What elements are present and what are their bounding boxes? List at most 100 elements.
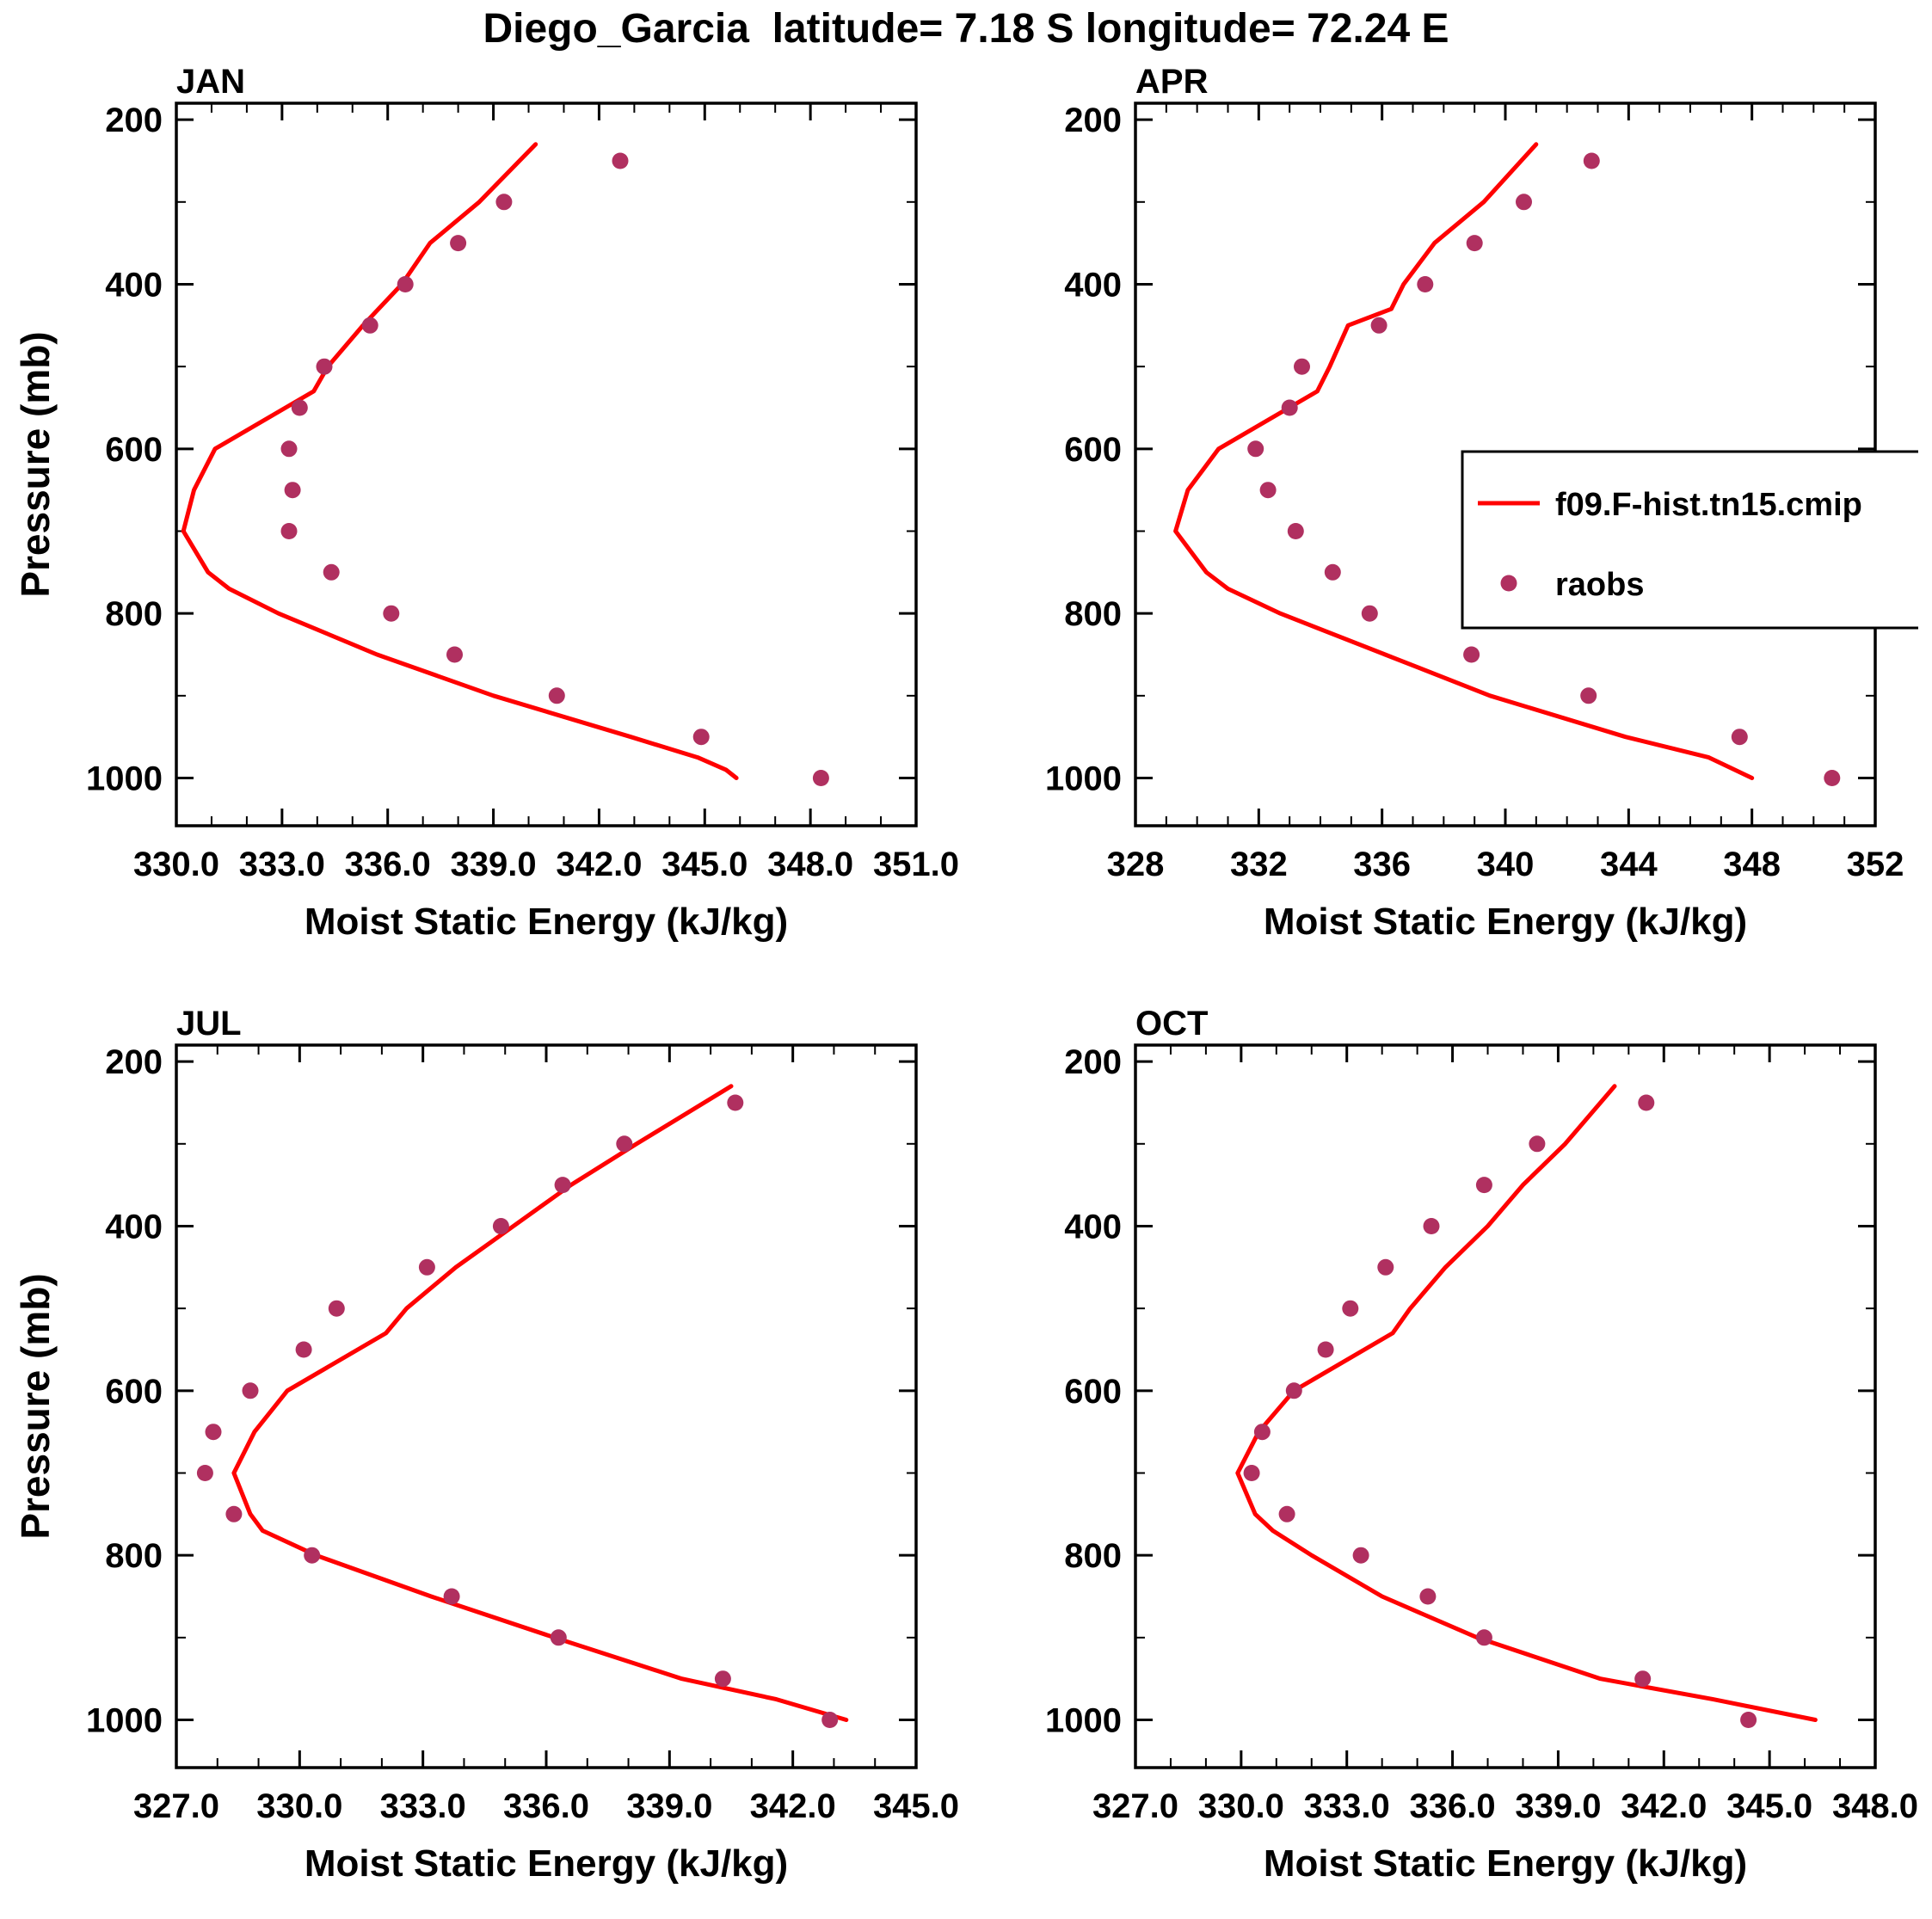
chart-svg-apr: APR 328 332 336 340 344 348 352 200 400 600 800 1000… <box>1045 63 1932 943</box>
raobs-point <box>1634 1670 1652 1688</box>
x-tick-label: 345.0 <box>661 846 748 883</box>
page-title: Diego_Garcia latitude= 7.18 S longitude=… <box>483 6 1449 52</box>
plot-frame <box>1134 1043 1877 1769</box>
raobs-point <box>612 152 629 169</box>
x-tick-label: 336.0 <box>503 1787 589 1825</box>
raobs-point <box>1370 317 1387 334</box>
raobs-point <box>692 729 710 746</box>
y-tick-label: 1000 <box>86 1702 163 1740</box>
raobs-point <box>443 1588 460 1605</box>
x-tick-label: 344 <box>1600 846 1658 883</box>
y-tick-label: 400 <box>1064 266 1122 304</box>
raobs-point <box>1317 1341 1334 1358</box>
raobs-point <box>548 687 565 704</box>
legend-box <box>1461 450 1932 630</box>
raobs-point <box>616 1135 633 1153</box>
legend-dot-label: raobs <box>1555 567 1644 603</box>
raobs-point <box>361 317 378 334</box>
y-tick-label: 800 <box>1064 1537 1122 1575</box>
y-tick-label: 200 <box>1064 1043 1122 1081</box>
x-tick-label: 333.0 <box>1304 1787 1390 1825</box>
y-tick-label: 800 <box>105 1537 163 1575</box>
legend: f09.F-hist.tn15.cmip raobs <box>1461 450 1932 630</box>
raobs-point <box>1278 1505 1295 1522</box>
tick-marks <box>175 103 918 826</box>
raobs-point <box>1824 770 1841 786</box>
raobs-point <box>225 1505 243 1522</box>
x-axis-title: Moist Static Energy (kJ/kg) <box>305 1842 788 1885</box>
raobs-point <box>492 1218 509 1234</box>
chart-panel-oct: OCT 327.0 330.0 333.0 336.0 339.0 342.0 345.0 34… <box>1024 1002 1918 1914</box>
model-line <box>231 1084 849 1722</box>
panel-label: OCT <box>1135 1005 1208 1043</box>
raobs-point <box>1466 235 1483 252</box>
y-tick-label: 600 <box>105 1373 163 1411</box>
y-tick-label: 400 <box>105 266 163 304</box>
x-tick-label: 351.0 <box>873 846 959 883</box>
yaxis-label-row1: Pressure (mb) <box>13 331 58 598</box>
x-tick-label: 348 <box>1723 846 1781 883</box>
legend-dot-sample <box>1500 575 1517 592</box>
y-tick-label: 600 <box>1064 1373 1122 1411</box>
raobs-point <box>1417 276 1434 292</box>
raobs-point <box>550 1629 567 1646</box>
raobs-point <box>1377 1258 1394 1276</box>
x-tick-label: 328 <box>1107 846 1165 883</box>
panel-label: APR <box>1135 63 1209 101</box>
raobs-point <box>1463 646 1480 663</box>
y-tick-label: 1000 <box>86 760 163 798</box>
raobs-point <box>1324 563 1341 581</box>
tick-marks <box>175 1045 918 1768</box>
x-tick-label: 342.0 <box>556 846 642 883</box>
model-line <box>1235 1084 1818 1722</box>
raobs-point <box>295 1341 312 1358</box>
raobs-point <box>554 1177 571 1194</box>
x-tick-label: 327.0 <box>1092 1787 1178 1825</box>
x-axis-title: Moist Static Energy (kJ/kg) <box>305 901 788 943</box>
y-tick-label: 200 <box>1064 101 1122 139</box>
x-tick-label: 333.0 <box>239 846 325 883</box>
x-tick-label: 330.0 <box>256 1787 342 1825</box>
tick-marks <box>1134 103 1877 826</box>
x-tick-label: 336.0 <box>1410 1787 1496 1825</box>
panel-label: JUL <box>176 1005 242 1043</box>
x-tick-label: 339.0 <box>626 1787 712 1825</box>
x-tick-label: 327.0 <box>133 1787 219 1825</box>
x-tick-label: 345.0 <box>873 1787 959 1825</box>
y-tick-label: 800 <box>1064 595 1122 633</box>
raobs-point <box>383 605 400 622</box>
raobs-point <box>1419 1588 1437 1605</box>
raobs-point <box>446 646 463 663</box>
chart-svg-jul: JUL 327.0 330.0 333.0 336.0 339.0 342.0 345.0 20… <box>86 1005 959 1885</box>
raobs-point <box>1361 605 1378 622</box>
raobs-point <box>316 358 333 375</box>
raobs-point <box>1475 1177 1492 1194</box>
raobs-points <box>196 1094 839 1728</box>
x-tick-label: 339.0 <box>451 846 537 883</box>
x-tick-label: 333.0 <box>380 1787 466 1825</box>
raobs-point <box>284 482 301 499</box>
y-tick-label: 400 <box>1064 1208 1122 1246</box>
x-tick-label: 348.0 <box>767 846 853 883</box>
x-tick-label: 352 <box>1847 846 1904 883</box>
raobs-point <box>714 1670 731 1688</box>
raobs-point <box>242 1382 259 1399</box>
y-tick-label: 200 <box>105 1043 163 1081</box>
raobs-point <box>1423 1218 1440 1234</box>
x-tick-label: 348.0 <box>1832 1787 1918 1825</box>
x-axis-title: Moist Static Energy (kJ/kg) <box>1264 901 1747 943</box>
tick-marks <box>1134 1045 1877 1768</box>
raobs-point <box>495 194 513 211</box>
x-tick-label: 342.0 <box>750 1787 836 1825</box>
raobs-points <box>1243 1094 1757 1728</box>
raobs-point <box>1580 687 1597 704</box>
raobs-point <box>323 563 340 581</box>
x-tick-label: 330.0 <box>133 846 219 883</box>
raobs-point <box>1352 1547 1369 1564</box>
y-tick-label: 800 <box>105 595 163 633</box>
raobs-point <box>1516 194 1532 211</box>
x-axis-title: Moist Static Energy (kJ/kg) <box>1264 1842 1747 1885</box>
raobs-point <box>418 1258 435 1276</box>
x-tick-label: 345.0 <box>1726 1787 1812 1825</box>
raobs-point <box>812 770 829 786</box>
